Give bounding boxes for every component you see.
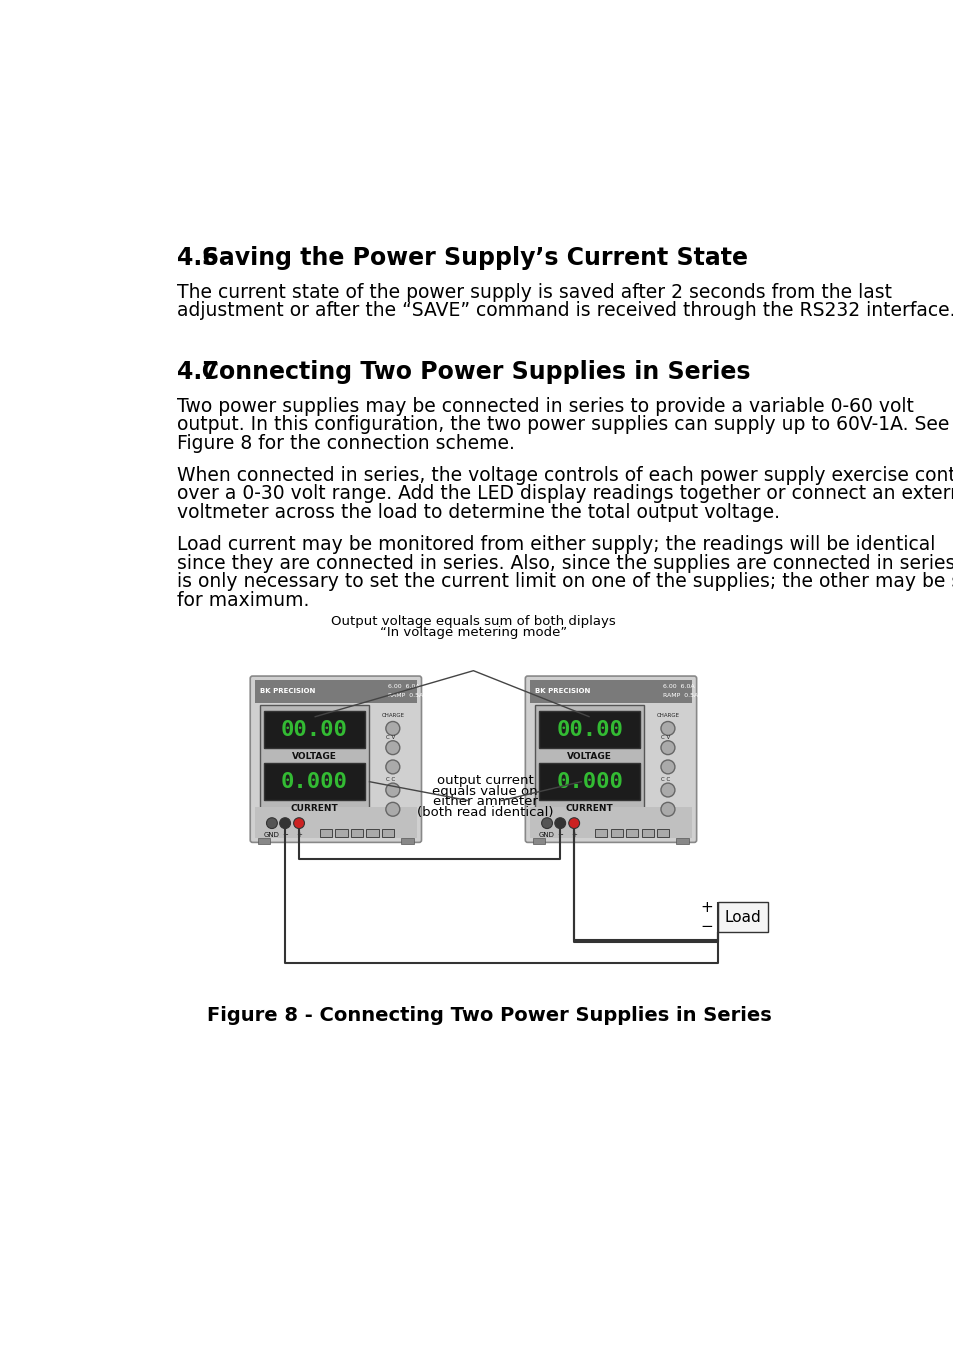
Bar xyxy=(401,838,414,844)
Bar xyxy=(641,829,654,837)
Text: CURRENT: CURRENT xyxy=(565,804,613,812)
Text: 00.00: 00.00 xyxy=(281,720,348,741)
Text: output current: output current xyxy=(436,774,533,787)
Circle shape xyxy=(660,741,674,754)
Bar xyxy=(595,829,607,837)
Text: VOLTAGE: VOLTAGE xyxy=(292,753,336,761)
Bar xyxy=(264,764,365,800)
Text: equals value on: equals value on xyxy=(432,784,537,798)
Text: Connecting Two Power Supplies in Series: Connecting Two Power Supplies in Series xyxy=(177,360,750,383)
Text: C V: C V xyxy=(660,735,670,741)
Text: CHARGE: CHARGE xyxy=(381,714,404,718)
Text: 4.6: 4.6 xyxy=(177,245,219,269)
Text: 4.7: 4.7 xyxy=(177,360,219,383)
Text: output. In this configuration, the two power supplies can supply up to 60V-1A. S: output. In this configuration, the two p… xyxy=(177,416,949,435)
Bar xyxy=(530,807,691,838)
FancyBboxPatch shape xyxy=(525,676,696,842)
Text: Two power supplies may be connected in series to provide a variable 0-60 volt: Two power supplies may be connected in s… xyxy=(177,397,913,416)
Text: over a 0-30 volt range. Add the LED display readings together or connect an exte: over a 0-30 volt range. Add the LED disp… xyxy=(177,485,953,504)
Text: GND: GND xyxy=(264,833,279,838)
Text: either ammeter: either ammeter xyxy=(432,795,537,808)
Text: Figure 8 - Connecting Two Power Supplies in Series: Figure 8 - Connecting Two Power Supplies… xyxy=(207,1006,770,1025)
Text: RAMP  0.5A: RAMP 0.5A xyxy=(388,693,423,697)
Bar xyxy=(676,838,688,844)
Text: “In voltage metering mode”: “In voltage metering mode” xyxy=(379,626,566,639)
Circle shape xyxy=(555,818,565,829)
Text: −: − xyxy=(282,833,288,838)
Text: C V: C V xyxy=(385,735,395,741)
Text: (both read identical): (both read identical) xyxy=(416,806,553,819)
Text: CURRENT: CURRENT xyxy=(291,804,338,812)
Text: 0.000: 0.000 xyxy=(281,772,348,792)
Bar xyxy=(657,829,669,837)
Circle shape xyxy=(279,818,291,829)
Bar xyxy=(533,838,545,844)
Text: C C: C C xyxy=(660,777,670,781)
FancyBboxPatch shape xyxy=(250,676,421,842)
Text: C C: C C xyxy=(385,777,395,781)
Circle shape xyxy=(660,803,674,816)
Bar xyxy=(610,829,622,837)
Text: is only necessary to set the current limit on one of the supplies; the other may: is only necessary to set the current lim… xyxy=(177,573,953,592)
Bar xyxy=(254,680,416,703)
Text: 00.00: 00.00 xyxy=(556,720,622,741)
Bar xyxy=(538,764,639,800)
Text: +: + xyxy=(571,833,577,838)
Circle shape xyxy=(385,803,399,816)
Circle shape xyxy=(385,783,399,798)
Text: Saving the Power Supply’s Current State: Saving the Power Supply’s Current State xyxy=(177,245,747,269)
Text: voltmeter across the load to determine the total output voltage.: voltmeter across the load to determine t… xyxy=(177,502,780,521)
Bar xyxy=(260,705,369,808)
Text: Load current may be monitored from either supply; the readings will be identical: Load current may be monitored from eithe… xyxy=(177,535,935,554)
Text: VOLTAGE: VOLTAGE xyxy=(567,753,612,761)
Text: 0.000: 0.000 xyxy=(556,772,622,792)
Bar xyxy=(381,829,394,837)
Text: +: + xyxy=(295,833,302,838)
Text: +: + xyxy=(700,900,712,915)
Text: Figure 8 for the connection scheme.: Figure 8 for the connection scheme. xyxy=(177,433,515,452)
Text: adjustment or after the “SAVE” command is received through the RS232 interface.: adjustment or after the “SAVE” command i… xyxy=(177,301,953,320)
Circle shape xyxy=(294,818,304,829)
Bar xyxy=(264,711,365,749)
Bar xyxy=(530,680,691,703)
Text: Output voltage equals sum of both diplays: Output voltage equals sum of both diplay… xyxy=(331,615,615,628)
Circle shape xyxy=(660,722,674,735)
Text: −: − xyxy=(557,833,562,838)
Bar xyxy=(335,829,348,837)
Text: RAMP  0.5A: RAMP 0.5A xyxy=(662,693,698,697)
Bar xyxy=(319,829,332,837)
Circle shape xyxy=(568,818,579,829)
Circle shape xyxy=(385,741,399,754)
Bar xyxy=(535,705,643,808)
Text: The current state of the power supply is saved after 2 seconds from the last: The current state of the power supply is… xyxy=(177,283,891,302)
Bar xyxy=(717,903,767,932)
Text: since they are connected in series. Also, since the supplies are connected in se: since they are connected in series. Also… xyxy=(177,554,953,573)
Bar xyxy=(625,829,638,837)
Bar xyxy=(254,807,416,838)
Text: 6.00  6.0A: 6.00 6.0A xyxy=(662,684,694,689)
Circle shape xyxy=(660,783,674,798)
Circle shape xyxy=(385,760,399,774)
Circle shape xyxy=(541,818,552,829)
Circle shape xyxy=(385,722,399,735)
Text: Load: Load xyxy=(723,910,760,925)
Text: −: − xyxy=(700,919,712,934)
Bar xyxy=(366,829,378,837)
Text: BK PRECISION: BK PRECISION xyxy=(260,688,315,693)
Circle shape xyxy=(660,760,674,774)
Circle shape xyxy=(266,818,277,829)
Text: for maximum.: for maximum. xyxy=(177,590,310,609)
Text: 6.00  6.0A: 6.00 6.0A xyxy=(388,684,419,689)
Bar xyxy=(351,829,363,837)
Bar xyxy=(257,838,270,844)
Text: When connected in series, the voltage controls of each power supply exercise con: When connected in series, the voltage co… xyxy=(177,466,953,485)
Bar xyxy=(538,711,639,749)
Text: CHARGE: CHARGE xyxy=(656,714,679,718)
Text: GND: GND xyxy=(538,833,555,838)
Text: BK PRECISION: BK PRECISION xyxy=(535,688,590,693)
